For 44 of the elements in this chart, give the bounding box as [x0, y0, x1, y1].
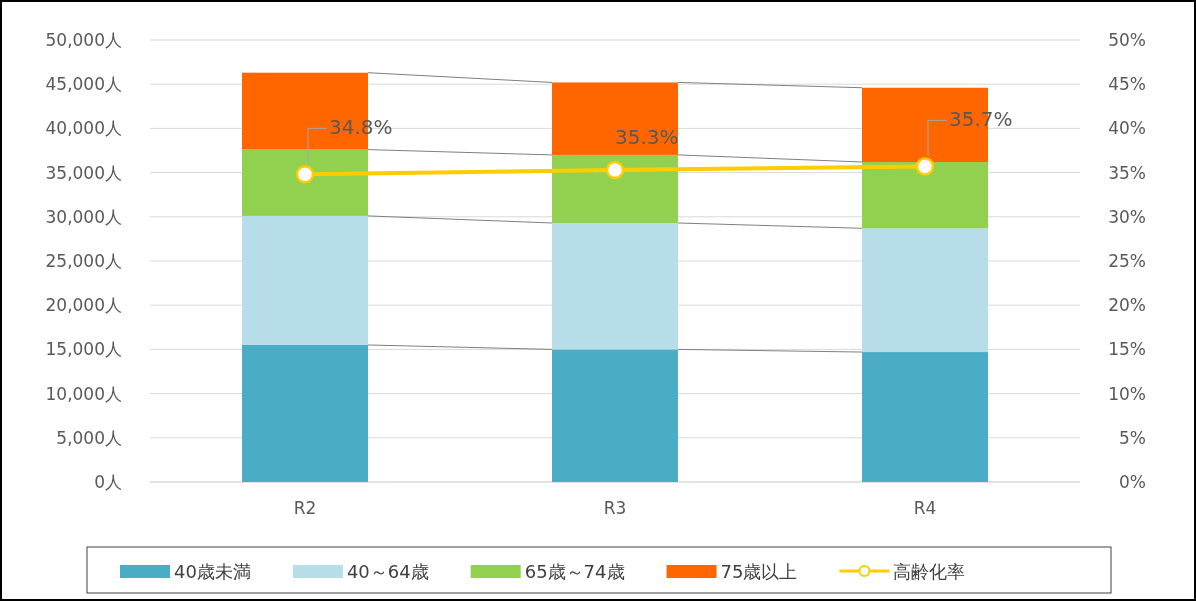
x-tick-label: R3 — [603, 498, 627, 518]
y2-tick-label: 25% — [1108, 251, 1146, 271]
x-tick-label: R2 — [293, 498, 317, 518]
legend-label: 40～64歳 — [346, 561, 429, 582]
bar — [242, 344, 368, 482]
y-tick-label: 0人 — [94, 472, 122, 492]
point — [295, 165, 315, 184]
y2-tick-label: 50% — [1108, 30, 1146, 50]
bar — [862, 228, 988, 353]
y-tick-label: 35,000人 — [45, 162, 122, 183]
y-tick-label: 10,000人 — [45, 383, 122, 404]
bar — [552, 82, 678, 155]
y-tick-label: 5,000人 — [56, 427, 122, 448]
legend-label: 75歳以上 — [720, 561, 798, 582]
legend-label: 40歳未満 — [174, 561, 251, 582]
data-label: 35.3% — [615, 124, 679, 149]
bar — [242, 149, 368, 216]
legend-label: 高齢化率 — [893, 561, 966, 582]
y2-tick-label: 45% — [1108, 74, 1146, 95]
point — [605, 160, 625, 180]
y2-tick-label: 0% — [1119, 472, 1146, 492]
legend-label: 65歳～74歳 — [524, 561, 625, 582]
y-tick-label: 25,000人 — [45, 251, 122, 271]
y-tick-label: 20,000人 — [45, 295, 122, 316]
y2-tick-label: 10% — [1108, 383, 1146, 404]
y-tick-label: 15,000人 — [45, 339, 122, 360]
bar — [552, 154, 678, 223]
bar — [242, 215, 368, 345]
y2-tick-label: 35% — [1108, 162, 1146, 183]
y2-tick-label: 5% — [1119, 427, 1146, 448]
x-tick-label: R4 — [913, 498, 937, 518]
y-tick-label: 40,000人 — [45, 118, 122, 139]
bar — [862, 161, 988, 229]
y2-tick-label: 40% — [1108, 118, 1146, 139]
y2-tick-label: 20% — [1108, 295, 1146, 316]
bar — [552, 222, 678, 350]
bar — [552, 349, 678, 482]
y-tick-label: 45,000人 — [45, 74, 122, 95]
bar — [862, 352, 988, 482]
point — [915, 157, 935, 176]
y-tick-label: 30,000人 — [45, 206, 122, 227]
y2-tick-label: 30% — [1108, 206, 1146, 227]
y-tick-label: 50,000人 — [45, 30, 122, 50]
y2-tick-label: 15% — [1108, 339, 1146, 360]
